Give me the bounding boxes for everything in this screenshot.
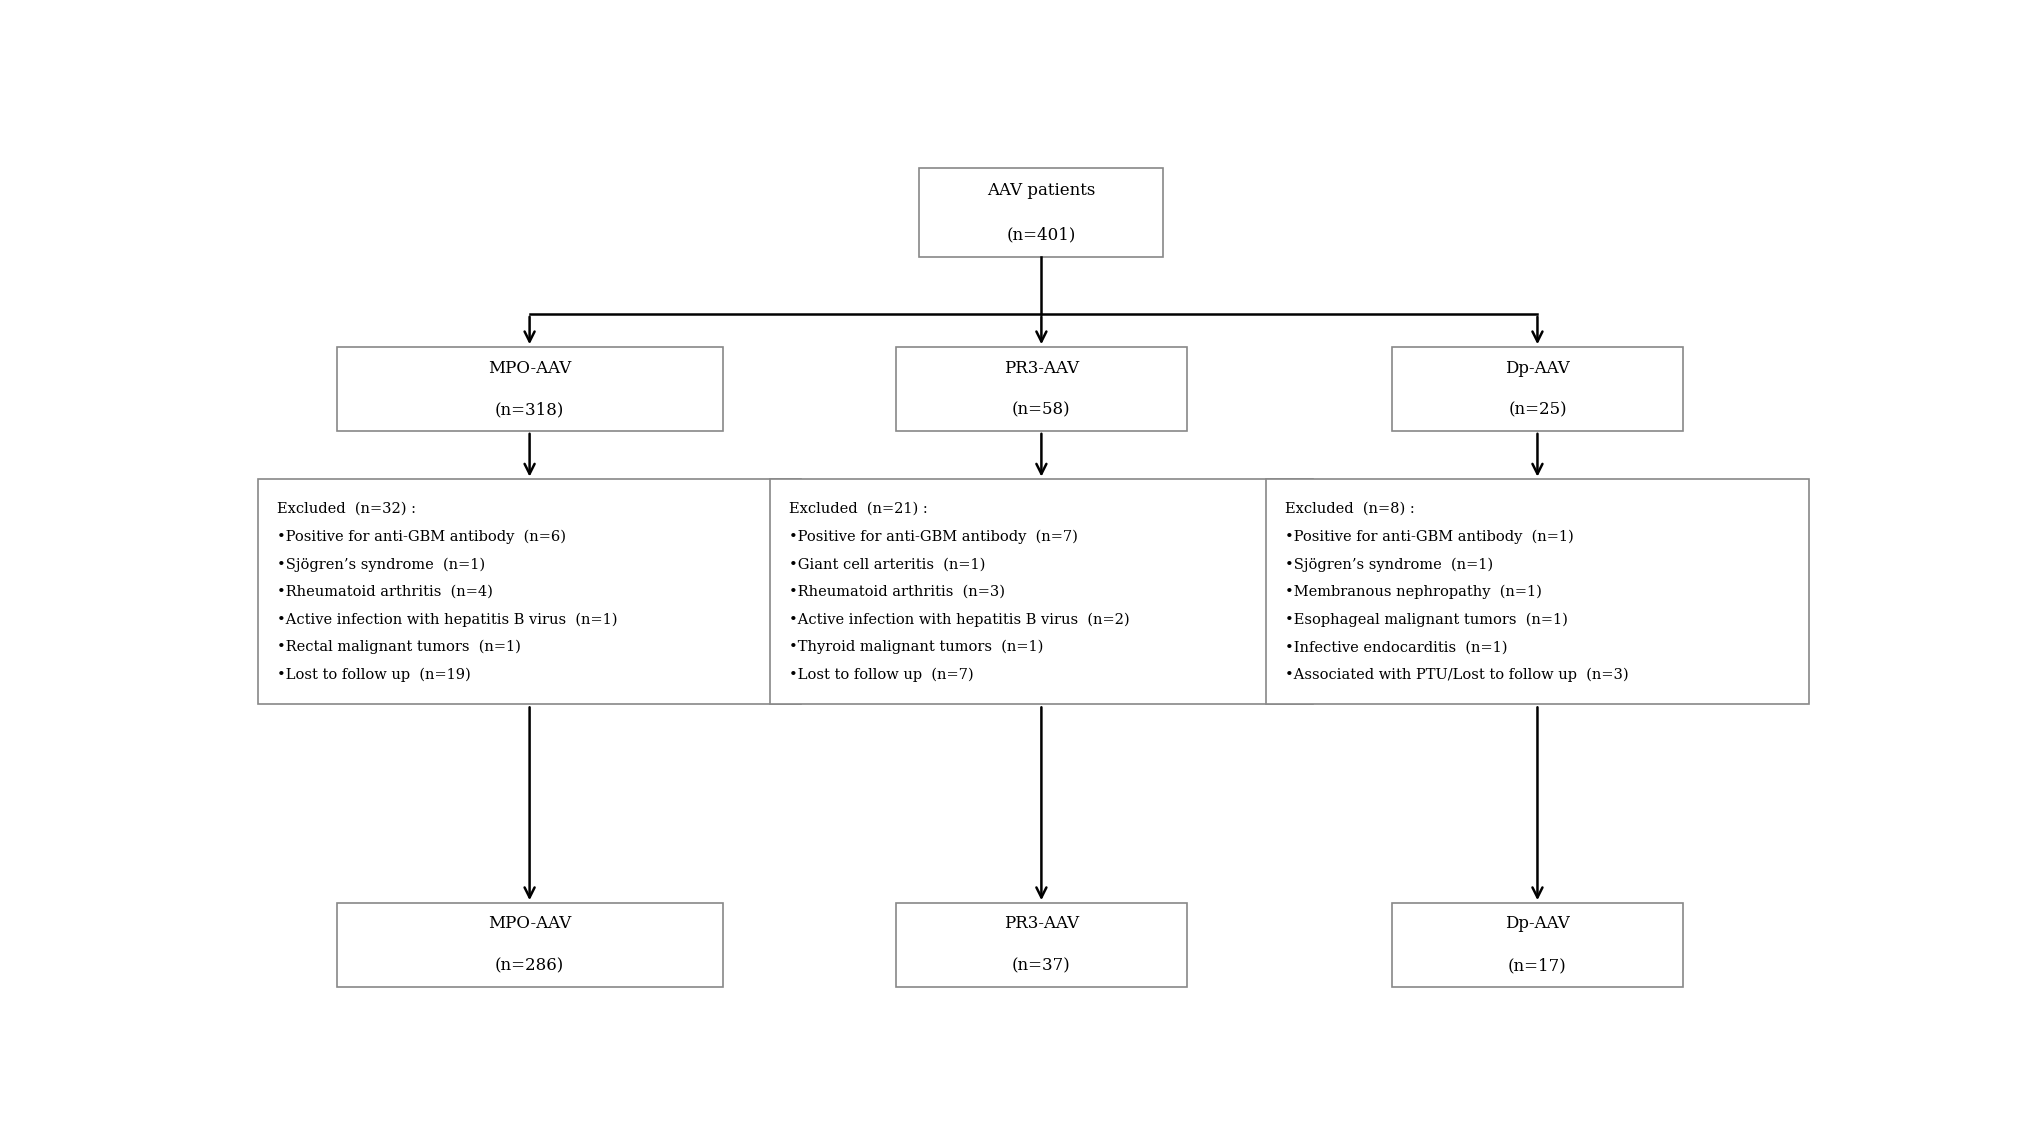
- Text: •Membranous nephropathy  (n=1): •Membranous nephropathy (n=1): [1284, 584, 1542, 599]
- FancyBboxPatch shape: [1392, 903, 1682, 987]
- Text: •Lost to follow up  (n=19): •Lost to follow up (n=19): [276, 668, 471, 682]
- Text: Dp-AAV: Dp-AAV: [1506, 360, 1571, 377]
- Text: (n=58): (n=58): [1012, 401, 1071, 418]
- Text: (n=17): (n=17): [1508, 957, 1567, 974]
- FancyBboxPatch shape: [896, 347, 1187, 431]
- Text: AAV patients: AAV patients: [988, 182, 1095, 199]
- Text: •Rheumatoid arthritis  (n=3): •Rheumatoid arthritis (n=3): [788, 584, 1004, 599]
- Text: •Thyroid malignant tumors  (n=1): •Thyroid malignant tumors (n=1): [788, 639, 1042, 654]
- Text: •Positive for anti-GBM antibody  (n=1): •Positive for anti-GBM antibody (n=1): [1284, 529, 1573, 544]
- Text: •Lost to follow up  (n=7): •Lost to follow up (n=7): [788, 668, 973, 682]
- FancyBboxPatch shape: [918, 168, 1164, 257]
- Text: •Active infection with hepatitis B virus  (n=1): •Active infection with hepatitis B virus…: [276, 612, 618, 627]
- Text: •Rectal malignant tumors  (n=1): •Rectal malignant tumors (n=1): [276, 639, 520, 654]
- Text: PR3-AAV: PR3-AAV: [1004, 916, 1079, 933]
- FancyBboxPatch shape: [896, 903, 1187, 987]
- Text: (n=37): (n=37): [1012, 957, 1071, 974]
- Text: •Sjögren’s syndrome  (n=1): •Sjögren’s syndrome (n=1): [276, 557, 486, 572]
- FancyBboxPatch shape: [1392, 347, 1682, 431]
- Text: •Rheumatoid arthritis  (n=4): •Rheumatoid arthritis (n=4): [276, 584, 492, 599]
- Text: (n=318): (n=318): [496, 401, 565, 418]
- Text: (n=401): (n=401): [1006, 226, 1077, 243]
- Text: Excluded  (n=8) :: Excluded (n=8) :: [1284, 502, 1414, 516]
- Text: •Positive for anti-GBM antibody  (n=6): •Positive for anti-GBM antibody (n=6): [276, 529, 565, 544]
- FancyBboxPatch shape: [337, 347, 723, 431]
- Text: •Active infection with hepatitis B virus  (n=2): •Active infection with hepatitis B virus…: [788, 612, 1130, 627]
- FancyBboxPatch shape: [770, 479, 1313, 705]
- Text: Dp-AAV: Dp-AAV: [1506, 916, 1571, 933]
- Text: •Giant cell arteritis  (n=1): •Giant cell arteritis (n=1): [788, 557, 986, 572]
- Text: •Infective endocarditis  (n=1): •Infective endocarditis (n=1): [1284, 641, 1508, 654]
- Text: (n=286): (n=286): [496, 957, 565, 974]
- Text: MPO-AAV: MPO-AAV: [488, 916, 571, 933]
- Text: Excluded  (n=32) :: Excluded (n=32) :: [276, 502, 417, 516]
- Text: (n=25): (n=25): [1508, 401, 1567, 418]
- FancyBboxPatch shape: [258, 479, 801, 705]
- FancyBboxPatch shape: [337, 903, 723, 987]
- Text: Excluded  (n=21) :: Excluded (n=21) :: [788, 502, 927, 516]
- FancyBboxPatch shape: [1266, 479, 1808, 705]
- Text: MPO-AAV: MPO-AAV: [488, 360, 571, 377]
- Text: •Associated with PTU/Lost to follow up  (n=3): •Associated with PTU/Lost to follow up (…: [1284, 668, 1628, 682]
- Text: •Esophageal malignant tumors  (n=1): •Esophageal malignant tumors (n=1): [1284, 612, 1567, 627]
- Text: •Sjögren’s syndrome  (n=1): •Sjögren’s syndrome (n=1): [1284, 557, 1494, 572]
- Text: •Positive for anti-GBM antibody  (n=7): •Positive for anti-GBM antibody (n=7): [788, 529, 1077, 544]
- Text: PR3-AAV: PR3-AAV: [1004, 360, 1079, 377]
